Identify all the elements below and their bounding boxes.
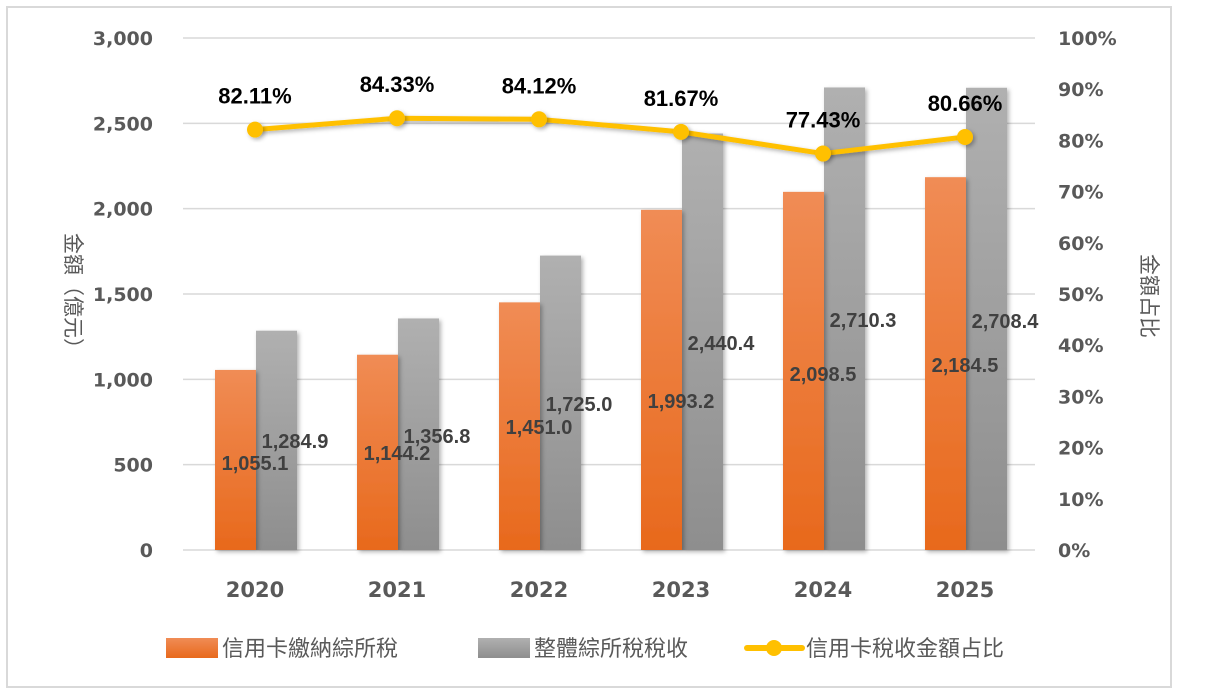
- ratio-marker: [957, 129, 973, 146]
- bar-credit-card: [641, 209, 682, 550]
- ratio-marker: [673, 123, 689, 140]
- y2-tick-label: 40%: [1058, 335, 1103, 357]
- data-label-total-tax: 1,725.0: [546, 394, 613, 416]
- y2-axis-title: 金額占比: [1137, 254, 1161, 338]
- legend-swatch-total-tax: [478, 638, 530, 658]
- y2-tick-label: 30%: [1058, 386, 1103, 408]
- x-tick-label: 2021: [368, 578, 426, 602]
- x-tick-label: 2025: [936, 578, 994, 602]
- data-label-ratio: 80.66%: [928, 91, 1003, 116]
- y2-tick-label: 100%: [1058, 28, 1117, 50]
- data-label-total-tax: 1,356.8: [404, 426, 471, 448]
- y2-tick-label: 90%: [1058, 79, 1103, 101]
- legend-swatch-ratio-marker: [766, 640, 782, 656]
- data-label-credit-card: 2,098.5: [790, 364, 857, 386]
- x-tick-label: 2020: [226, 578, 284, 602]
- y-tick-label: 3,000: [93, 28, 153, 50]
- bars: [215, 87, 1007, 551]
- bar-credit-card: [215, 369, 256, 550]
- legend-label-total-tax: 整體綜所稅稅收: [534, 637, 688, 662]
- y-tick-label: 0: [140, 540, 153, 562]
- legend-label-credit-card: 信用卡繳納綜所稅: [222, 637, 398, 662]
- ratio-marker: [389, 110, 405, 127]
- data-label-total-tax: 2,708.4: [972, 311, 1040, 333]
- y-axis-right: 0% 10% 20% 30% 40% 50% 60% 70% 80% 90% 100%: [1058, 28, 1117, 562]
- y2-tick-label: 20%: [1058, 438, 1103, 460]
- ratio-marker: [531, 111, 547, 128]
- y-tick-label: 1,500: [93, 284, 153, 306]
- y2-tick-label: 0%: [1058, 540, 1090, 562]
- y-tick-label: 2,000: [93, 199, 153, 221]
- y2-tick-label: 80%: [1058, 130, 1103, 152]
- y-axis-left: 0 500 1,000 1,500 2,000 2,500 3,000: [93, 28, 153, 562]
- data-label-credit-card: 1,144.2: [364, 443, 431, 465]
- data-label-ratio: 84.12%: [502, 73, 577, 98]
- ratio-marker: [247, 121, 263, 138]
- bar-credit-card: [783, 191, 824, 550]
- data-label-credit-card: 2,184.5: [932, 355, 999, 377]
- data-label-credit-card: 1,451.0: [506, 417, 573, 439]
- y-tick-label: 2,500: [93, 113, 153, 135]
- bar-total-tax: [682, 133, 723, 550]
- data-label-total-tax: 2,440.4: [688, 333, 756, 355]
- data-label-ratio: 77.43%: [786, 108, 861, 133]
- bar-total-tax: [256, 330, 297, 550]
- ratio-marker: [815, 145, 831, 162]
- bar-credit-card: [357, 354, 398, 550]
- bar-total-tax: [398, 318, 439, 550]
- bar-total-tax: [540, 255, 581, 550]
- data-label-ratio: 84.33%: [360, 72, 435, 97]
- y-tick-label: 1,000: [93, 369, 153, 391]
- data-label-credit-card: 1,055.1: [222, 453, 289, 475]
- y-tick-label: 500: [113, 455, 153, 477]
- legend-label-ratio: 信用卡稅收金額占比: [806, 637, 1004, 662]
- y-axis-title: 金額（億元）: [61, 233, 85, 359]
- bar-total-tax: [966, 87, 1007, 550]
- data-label-total-tax: 1,284.9: [262, 431, 329, 453]
- y2-tick-label: 10%: [1058, 489, 1103, 511]
- bar-credit-card: [925, 177, 966, 551]
- ratio-line: [247, 110, 973, 162]
- x-tick-label: 2022: [510, 578, 568, 602]
- bar-credit-card: [499, 302, 540, 550]
- y2-tick-label: 70%: [1058, 182, 1103, 204]
- bar-total-tax: [824, 87, 865, 550]
- data-label-total-tax: 2,710.3: [830, 310, 897, 332]
- data-label-ratio: 81.67%: [644, 86, 719, 111]
- legend-swatch-credit-card: [166, 638, 218, 658]
- data-label-ratio: 82.11%: [218, 84, 291, 109]
- chart-frame: [6, 6, 1172, 688]
- gridlines: [183, 37, 1035, 551]
- x-tick-label: 2024: [794, 578, 852, 602]
- x-tick-label: 2023: [652, 578, 710, 602]
- data-label-credit-card: 1,993.2: [648, 391, 715, 413]
- y2-tick-label: 60%: [1058, 233, 1103, 255]
- x-axis: 2020 2021 2022 2023 2024 2025: [226, 578, 994, 602]
- y2-tick-label: 50%: [1058, 284, 1103, 306]
- legend: 信用卡繳納綜所稅 整體綜所稅稅收 信用卡稅收金額占比: [166, 637, 1004, 662]
- data-labels: 1,055.11,284.9 1,144.21,356.8 1,451.01,725…: [218, 72, 1039, 475]
- ratio-line-path: [254, 115, 966, 157]
